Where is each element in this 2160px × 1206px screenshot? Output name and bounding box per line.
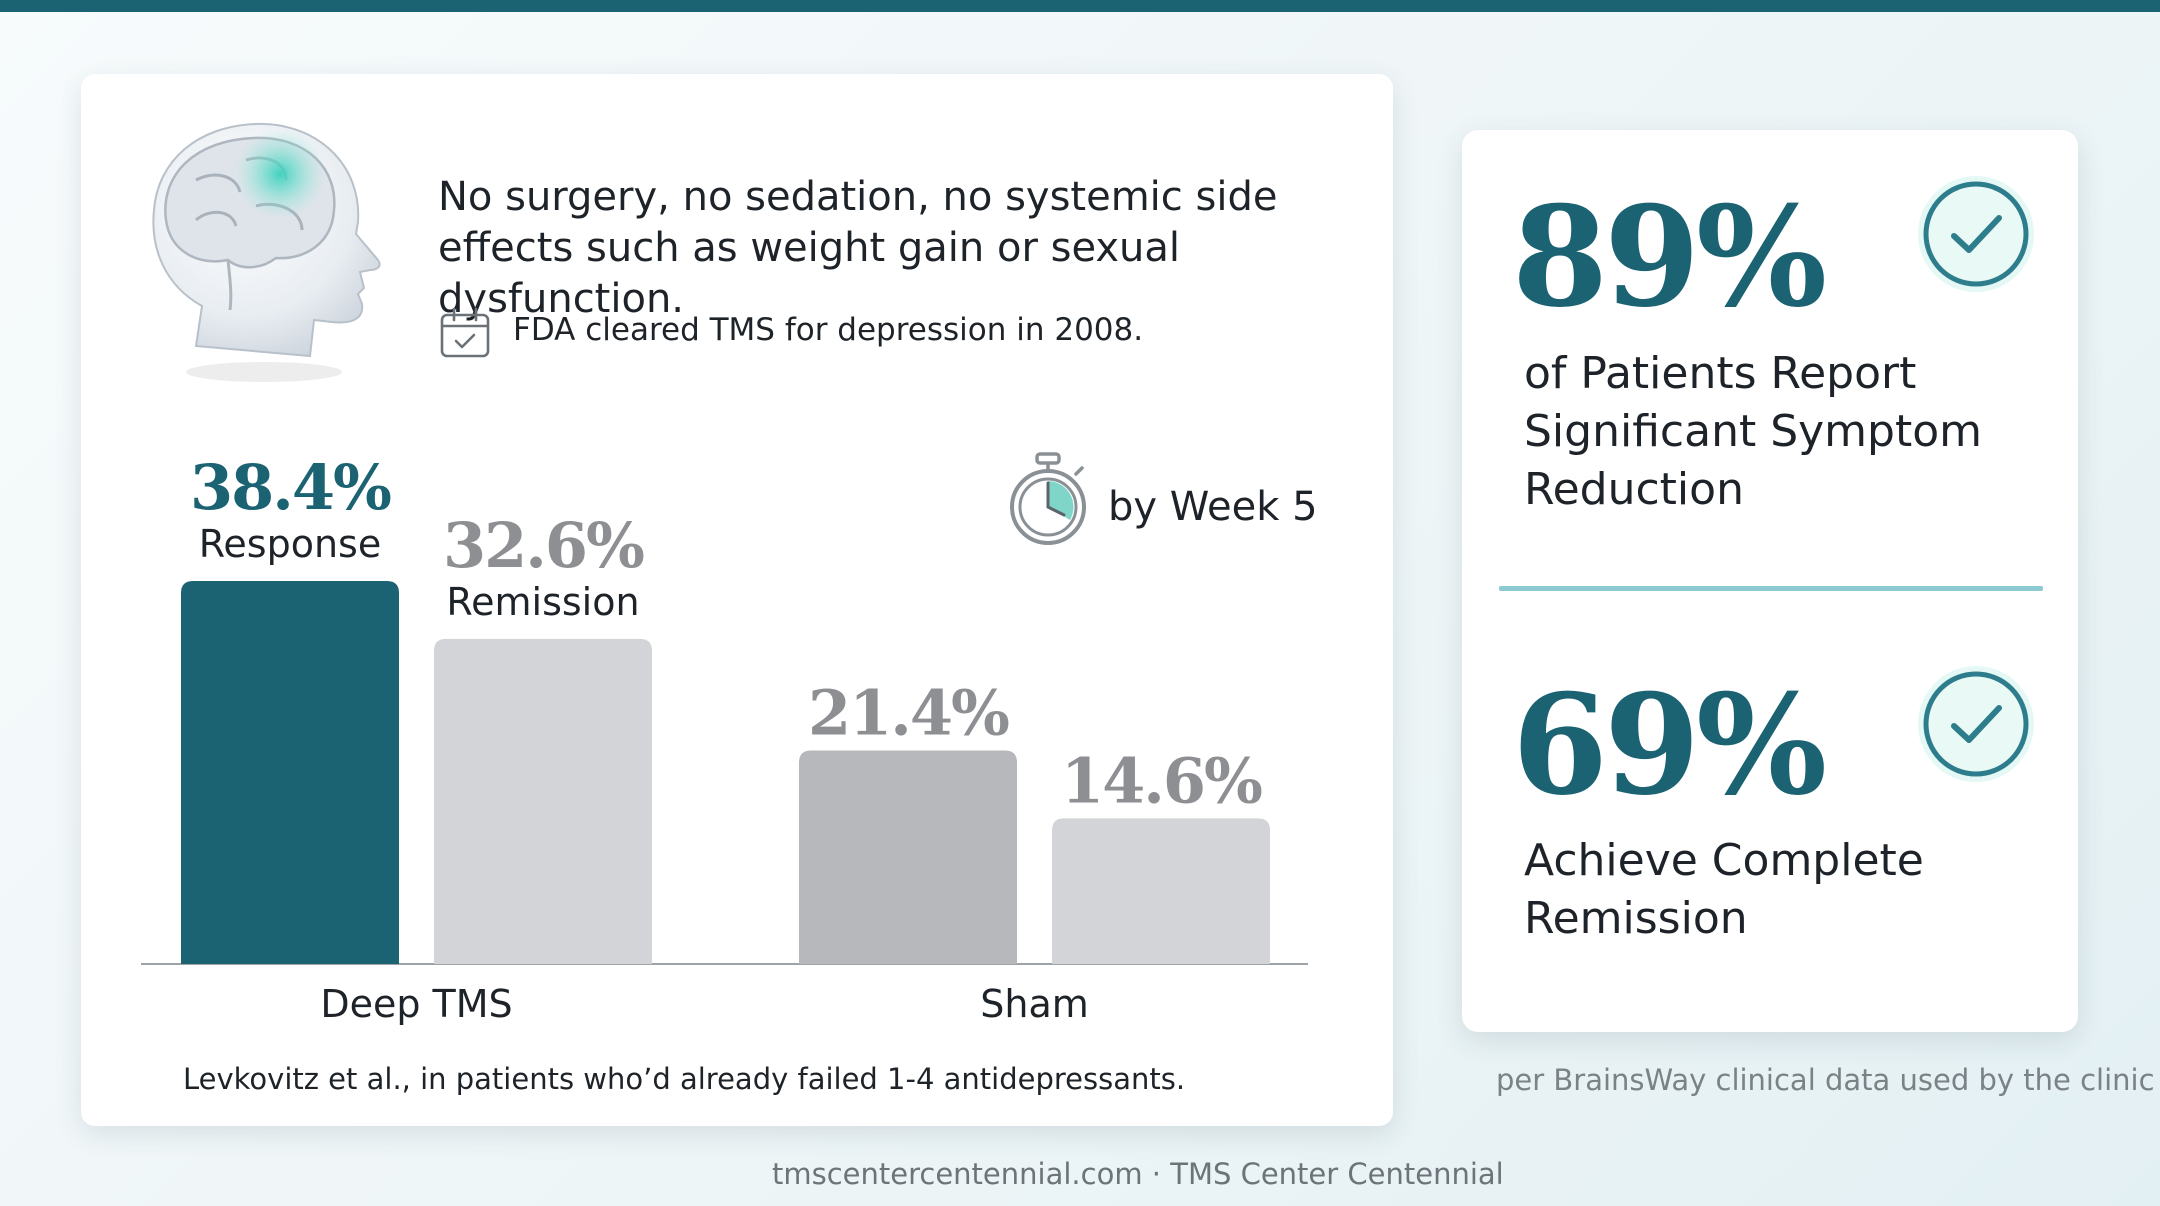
x-tick-label: Sham (980, 982, 1089, 1026)
footer: tmscentercentennial.com · TMS Center Cen… (772, 1157, 1504, 1191)
divider (1499, 586, 2043, 591)
bar-value-label: 38.4% (190, 451, 391, 524)
source-note: per BrainsWay clinical data used by the … (1496, 1063, 2155, 1097)
top-accent-bar (0, 0, 2160, 12)
bar-deep-tms-remission (434, 638, 652, 964)
stat-value-89: 89% (1512, 175, 1827, 338)
bar-value-label: 32.6% (443, 509, 644, 582)
week-label: by Week 5 (1108, 484, 1318, 530)
head-illustration (152, 122, 381, 382)
bar-deep-tms-response (181, 581, 399, 964)
stat-label-symptom-reduction: of Patients Report Significant Symptom R… (1524, 348, 1982, 515)
check-circle-icon (1918, 176, 2034, 292)
stat-label-complete-remission: Achieve Complete Remission (1524, 835, 1924, 944)
bar-series-label: Remission (446, 580, 639, 624)
bar-value-label: 21.4% (808, 677, 1009, 750)
check-circle-icon (1918, 666, 2034, 782)
citation: Levkovitz et al., in patients who’d alre… (183, 1062, 1186, 1096)
x-tick-label: Deep TMS (320, 982, 512, 1026)
bar-sham-response (799, 750, 1017, 964)
fda-note: FDA cleared TMS for depression in 2008. (513, 312, 1144, 348)
calendar-check-icon (440, 307, 490, 358)
bar-sham-remission (1052, 818, 1270, 964)
bar-series-label: Response (199, 522, 382, 566)
stopwatch-icon (1010, 452, 1086, 545)
stat-value-69: 69% (1512, 663, 1827, 826)
bar-value-label: 14.6% (1061, 744, 1262, 817)
intro-text: No surgery, no sedation, no systemic sid… (438, 174, 1278, 322)
